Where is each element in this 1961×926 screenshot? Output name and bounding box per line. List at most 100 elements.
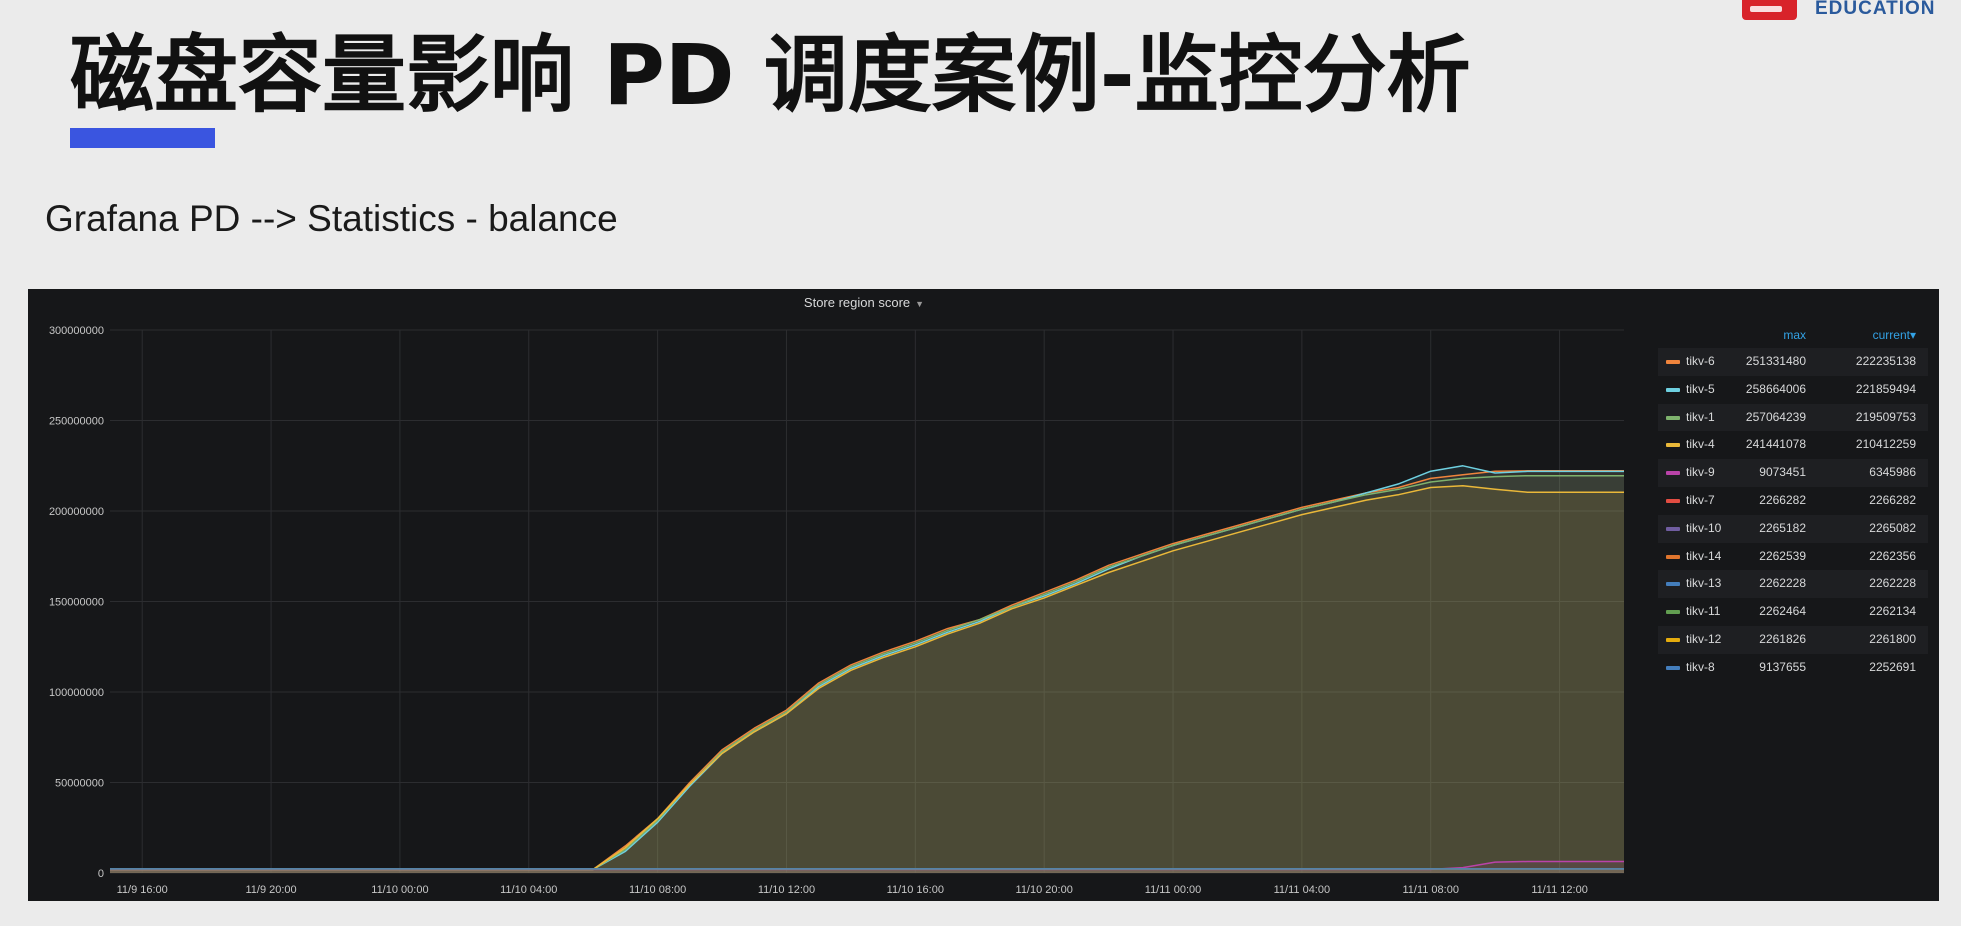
chart-series-lines [110, 465, 1624, 871]
legend-swatch [1666, 471, 1680, 476]
x-tick-label: 11/11 04:00 [1274, 884, 1330, 896]
legend-swatch [1666, 443, 1680, 448]
legend-series-name: tikv-1 [1686, 409, 1715, 424]
logo-book-icon [1742, 0, 1797, 20]
x-tick-label: 11/11 00:00 [1145, 884, 1201, 896]
legend-max-value: 2266282 [1759, 492, 1806, 507]
legend-item[interactable]: tikv-5 258664006 221859494 [1658, 376, 1928, 404]
title-accent-bar [70, 128, 215, 148]
brand-logo: EDUCATION [1742, 0, 1961, 26]
legend-item[interactable]: tikv-10 2265182 2265082 [1658, 514, 1928, 543]
legend-swatch [1666, 360, 1680, 364]
legend-series-name: tikv-6 [1686, 354, 1715, 368]
legend-swatch [1666, 665, 1680, 670]
legend-item[interactable]: tikv-13 2262228 2262228 [1658, 570, 1928, 599]
y-tick-label: 300000000 [49, 325, 104, 337]
chart-svg: 0 50000000 100000000 150000000 200000000 2500… [49, 325, 1624, 896]
legend-max-value: 2262464 [1759, 604, 1806, 619]
x-tick-label: 11/10 12:00 [758, 884, 815, 896]
grafana-panel: 0 50000000 100000000 150000000 200000000 2500… [28, 289, 1939, 901]
x-tick-label: 11/11 08:00 [1402, 884, 1458, 896]
y-tick-label: 200000000 [49, 506, 104, 518]
x-tick-label: 11/10 16:00 [887, 884, 944, 896]
series-area-tikv-1 [110, 475, 1624, 873]
legend-item[interactable]: tikv-1 257064239 219509753 [1658, 403, 1928, 432]
series-area-tikv-5 [110, 465, 1624, 873]
x-tick-label: 11/10 04:00 [500, 884, 557, 896]
legend-item[interactable]: tikv-9 9073451 6345986 [1658, 459, 1928, 487]
legend-swatch [1666, 526, 1680, 531]
legend-current-header[interactable]: current▾ [1872, 328, 1916, 342]
legend-max-value: 2261826 [1759, 631, 1806, 646]
legend-max-value: 9137655 [1759, 659, 1806, 674]
chart-area-fills [110, 465, 1624, 873]
legend-item[interactable]: tikv-14 2262539 2262356 [1658, 543, 1928, 571]
legend-max-value: 9073451 [1759, 465, 1806, 480]
legend-max-header[interactable]: max [1783, 328, 1806, 342]
legend-current-value: 2262356 [1869, 548, 1916, 563]
legend-series-name: tikv-11 [1686, 604, 1721, 619]
panel-title-text: Store region score [803, 295, 911, 310]
legend-current-value: 221859494 [1855, 381, 1916, 396]
legend-current-value: 2266282 [1869, 492, 1916, 507]
y-tick-label: 150000000 [49, 597, 104, 609]
legend-max-value: 2262228 [1759, 576, 1806, 591]
legend-rows: tikv-6 251331480 222235138 tikv-5 258664006 2… [1658, 348, 1928, 682]
legend-current-value: 2265082 [1869, 520, 1916, 535]
y-tick-label: 100000000 [49, 687, 104, 699]
chart-tick-labels: 0 50000000 100000000 150000000 200000000 2500… [49, 325, 1588, 896]
legend-swatch [1666, 387, 1680, 392]
legend-item[interactable]: tikv-8 9137655 2252691 [1658, 654, 1928, 682]
legend-current-value: 2261800 [1869, 631, 1916, 646]
legend-current-value: 210412259 [1855, 437, 1916, 452]
legend-max-value: 2262539 [1759, 548, 1806, 563]
legend-max-value: 251331480 [1745, 354, 1806, 368]
y-tick-label: 250000000 [49, 416, 104, 428]
page-subtitle: Grafana PD --> Statistics - balance [45, 198, 618, 239]
legend-series-name: tikv-5 [1686, 381, 1715, 396]
legend-series-name: tikv-4 [1686, 437, 1715, 452]
legend-swatch [1666, 554, 1680, 559]
legend-max-value: 257064239 [1745, 409, 1806, 424]
x-tick-label: 11/11 12:00 [1531, 884, 1587, 896]
legend-item[interactable]: tikv-11 2262464 2262134 [1658, 598, 1928, 626]
legend-current-value: 2262134 [1869, 604, 1916, 619]
legend-current-value: 219509753 [1855, 409, 1916, 424]
legend-series-name: tikv-10 [1686, 520, 1722, 535]
legend-swatch [1666, 637, 1680, 642]
series-line-tikv-6 [110, 470, 1624, 871]
series-line-tikv-4 [110, 484, 1624, 871]
chart-legend: max current▾ tikv-6 251331480 222235138 tik… [1658, 324, 1928, 682]
chart-grid [110, 329, 1624, 874]
y-tick-label: 0 [98, 868, 104, 880]
x-tick-label: 11/9 20:00 [245, 884, 296, 896]
legend-max-value: 2265182 [1759, 520, 1806, 535]
x-tick-label: 11/10 20:00 [1016, 884, 1073, 896]
series-line-tikv-1 [110, 474, 1624, 871]
panel-title[interactable]: Store region score ▼ [28, 295, 1700, 310]
legend-max-value: 258664006 [1745, 381, 1806, 396]
legend-header: max current▾ [1658, 324, 1928, 348]
chevron-down-icon[interactable]: ▼ [915, 299, 925, 309]
legend-series-name: tikv-13 [1686, 576, 1722, 591]
legend-current-value: 2252691 [1869, 659, 1916, 674]
page-title: 磁盘容量影响 PD 调度案例-监控分析 [70, 26, 1471, 124]
legend-current-value: 222235138 [1855, 354, 1916, 368]
legend-swatch [1666, 415, 1680, 420]
legend-current-value: 2262228 [1869, 576, 1916, 591]
legend-max-value: 241441078 [1745, 437, 1806, 452]
legend-current-value: 6345986 [1869, 465, 1916, 480]
legend-series-name: tikv-12 [1686, 631, 1722, 646]
x-tick-label: 11/10 00:00 [371, 884, 428, 896]
legend-item[interactable]: tikv-4 241441078 210412259 [1658, 431, 1928, 459]
logo-text: EDUCATION [1815, 0, 1936, 19]
legend-item[interactable]: tikv-12 2261826 2261800 [1658, 625, 1928, 654]
legend-series-name: tikv-7 [1686, 492, 1715, 507]
legend-swatch [1666, 498, 1680, 503]
legend-item[interactable]: tikv-6 251331480 222235138 [1658, 348, 1928, 376]
x-tick-label: 11/9 16:00 [117, 884, 168, 896]
x-tick-label: 11/10 08:00 [629, 884, 686, 896]
y-tick-label: 50000000 [55, 778, 104, 790]
legend-item[interactable]: tikv-7 2266282 2266282 [1658, 487, 1928, 515]
legend-series-name: tikv-8 [1686, 659, 1715, 674]
